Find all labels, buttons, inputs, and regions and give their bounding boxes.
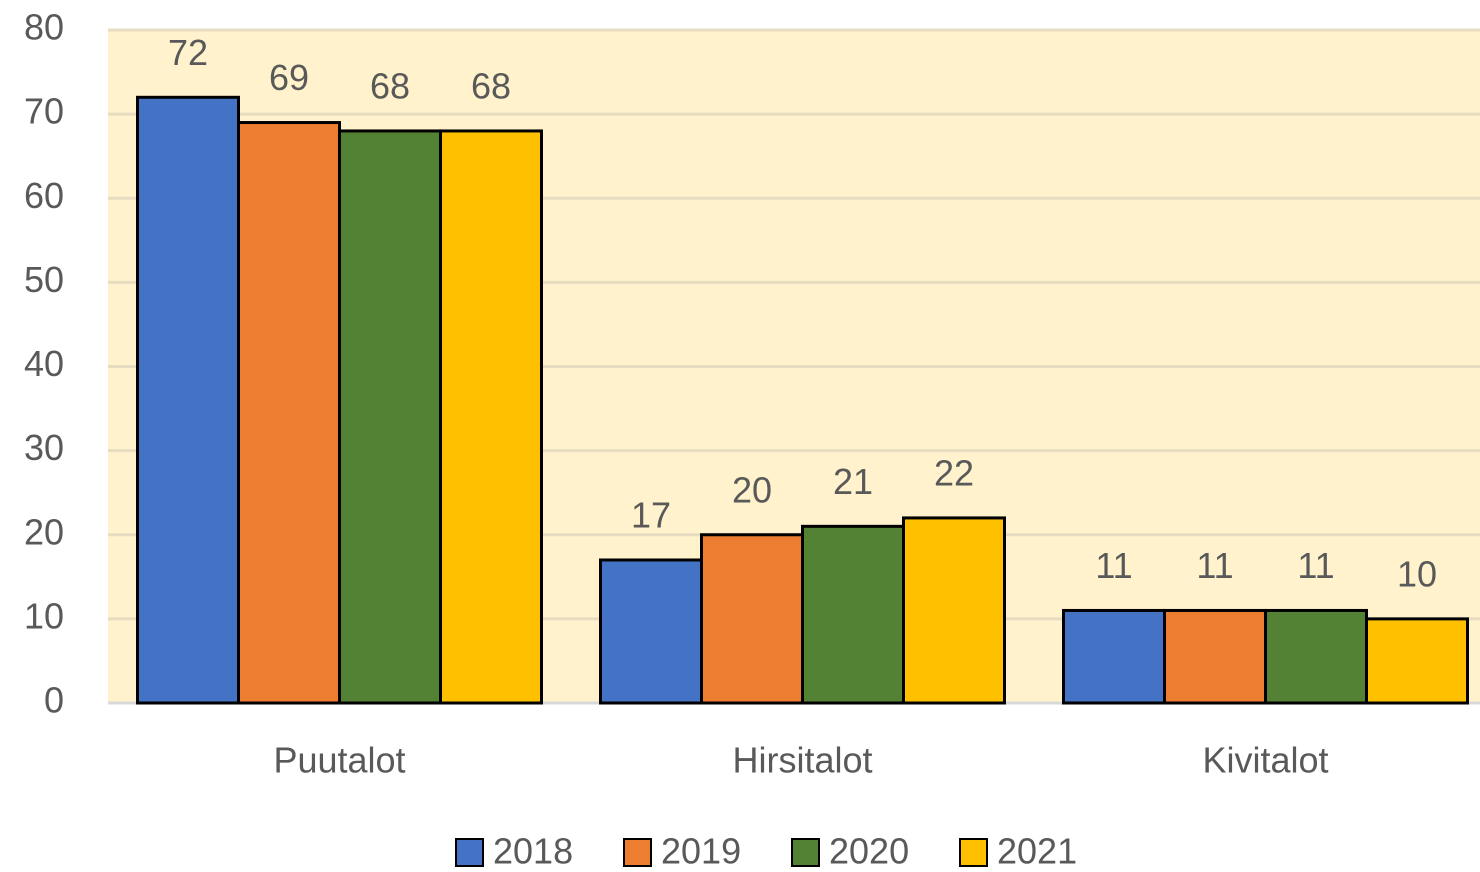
y-tick-label: 50 — [24, 259, 64, 300]
data-label: 68 — [370, 65, 410, 106]
data-label: 22 — [934, 452, 974, 493]
y-tick-label: 30 — [24, 427, 64, 468]
data-label: 21 — [833, 461, 873, 502]
bar — [1163, 608, 1267, 705]
legend-swatch — [791, 838, 820, 867]
bar — [902, 516, 1006, 705]
legend-label: 2018 — [493, 831, 573, 872]
legend-swatch — [959, 838, 988, 867]
data-label: 20 — [732, 469, 772, 510]
data-label: 72 — [168, 32, 208, 73]
bar — [700, 533, 804, 705]
y-tick-label: 20 — [24, 511, 64, 552]
y-tick-label: 40 — [24, 343, 64, 384]
y-tick-label: 10 — [24, 595, 64, 636]
x-tick-label: Puutalot — [273, 740, 405, 781]
y-tick-label: 60 — [24, 175, 64, 216]
bar — [1264, 608, 1368, 705]
data-label: 11 — [1095, 545, 1132, 586]
data-label: 11 — [1297, 545, 1334, 586]
bar — [599, 558, 703, 705]
bar — [237, 121, 341, 705]
x-tick-label: Hirsitalot — [732, 740, 872, 781]
x-tick-label: Kivitalot — [1202, 740, 1328, 781]
data-label: 11 — [1196, 545, 1233, 586]
y-tick-label: 80 — [24, 7, 64, 48]
data-label: 69 — [269, 57, 309, 98]
legend-label: 2019 — [661, 831, 741, 872]
legend-swatch — [455, 838, 484, 867]
data-label: 10 — [1397, 553, 1437, 594]
bar — [136, 95, 240, 705]
legend-label: 2020 — [829, 831, 909, 872]
data-label: 17 — [631, 495, 671, 536]
y-tick-label: 0 — [44, 680, 64, 721]
legend-swatch — [623, 838, 652, 867]
data-label: 68 — [471, 65, 511, 106]
bar — [1062, 608, 1166, 705]
bar — [338, 129, 442, 705]
bar — [439, 129, 543, 705]
legend-label: 2021 — [997, 831, 1077, 872]
bar — [801, 524, 905, 705]
bar — [1365, 617, 1469, 705]
y-tick-label: 70 — [24, 91, 64, 132]
